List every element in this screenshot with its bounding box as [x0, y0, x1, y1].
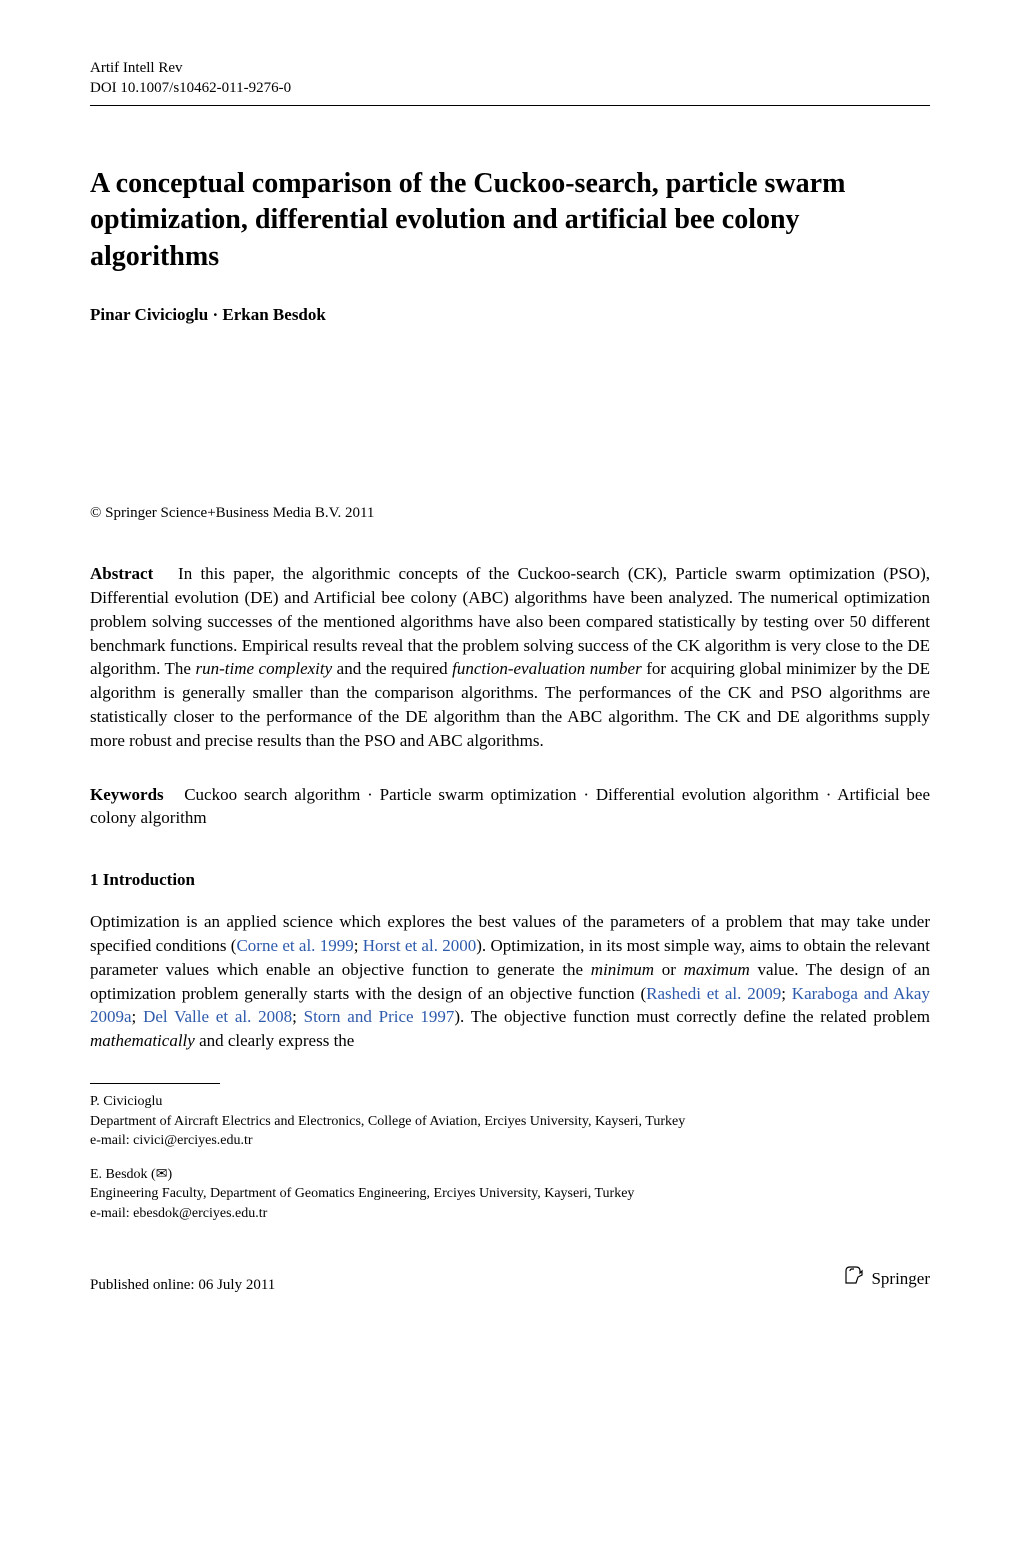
keywords: Keywords Cuckoo search algorithm · Parti…: [90, 783, 930, 831]
body-italic: minimum: [591, 960, 654, 979]
body-italic: mathematically: [90, 1031, 195, 1050]
body-text: ;: [354, 936, 363, 955]
footnote-author-name: P. Civicioglu: [90, 1092, 930, 1112]
section-heading: 1 Introduction: [90, 870, 930, 890]
citation: Del Valle et al. 2008: [143, 1007, 292, 1026]
springer-logo: Springer: [842, 1263, 930, 1294]
citation: Horst et al. 2000: [363, 936, 476, 955]
envelope-icon: ✉: [156, 1165, 168, 1185]
journal-name: Artif Intell Rev: [90, 60, 182, 77]
springer-horse-icon: [842, 1263, 866, 1287]
body-text: ). The objective function must correctly…: [454, 1007, 930, 1026]
doi: DOI 10.1007/s10462-011-9276-0: [90, 80, 930, 97]
copyright: © Springer Science+Business Media B.V. 2…: [90, 505, 930, 522]
publication-date: Published online: 06 July 2011: [90, 1277, 275, 1294]
footnote-email: e-mail: civici@erciyes.edu.tr: [90, 1131, 930, 1151]
body-italic: maximum: [684, 960, 750, 979]
citation: Rashedi et al. 2009: [646, 984, 781, 1003]
body-text: and clearly express the: [195, 1031, 355, 1050]
abstract-italic: run-time complexity: [195, 659, 332, 678]
article-title: A conceptual comparison of the Cuckoo-se…: [90, 166, 930, 275]
intro-paragraph: Optimization is an applied science which…: [90, 910, 930, 1053]
citation: Storn and Price 1997: [304, 1007, 455, 1026]
abstract-label: Abstract: [90, 564, 153, 583]
abstract-text: and the required: [332, 659, 452, 678]
body-text: ;: [781, 984, 792, 1003]
body-text: or: [654, 960, 684, 979]
author-footnote: P. Civicioglu Department of Aircraft Ele…: [90, 1092, 930, 1151]
body-text: ;: [132, 1007, 144, 1026]
springer-text: Springer: [871, 1269, 930, 1289]
body-text: ;: [292, 1007, 304, 1026]
footnote-email: e-mail: ebesdok@erciyes.edu.tr: [90, 1204, 930, 1224]
citation: Corne et al. 1999: [236, 936, 353, 955]
header-rule: [90, 105, 930, 106]
abstract: Abstract In this paper, the algorithmic …: [90, 562, 930, 752]
journal-header: Artif Intell Rev: [90, 60, 930, 77]
footnote-rule: [90, 1083, 220, 1084]
keywords-label: Keywords: [90, 785, 164, 804]
footnote-affiliation: Engineering Faculty, Department of Geoma…: [90, 1184, 930, 1204]
keywords-text: Cuckoo search algorithm · Particle swarm…: [90, 785, 930, 828]
authors: Pinar Civicioglu · Erkan Besdok: [90, 305, 930, 325]
springer-icon: [842, 1263, 866, 1294]
author-footnote: E. Besdok (✉) Engineering Faculty, Depar…: [90, 1165, 930, 1224]
footnote-affiliation: Department of Aircraft Electrics and Ele…: [90, 1112, 930, 1132]
footnote-author-name: E. Besdok (✉): [90, 1165, 930, 1185]
page-footer: Published online: 06 July 2011 Springer: [90, 1263, 930, 1294]
abstract-italic: function-evaluation number: [452, 659, 642, 678]
